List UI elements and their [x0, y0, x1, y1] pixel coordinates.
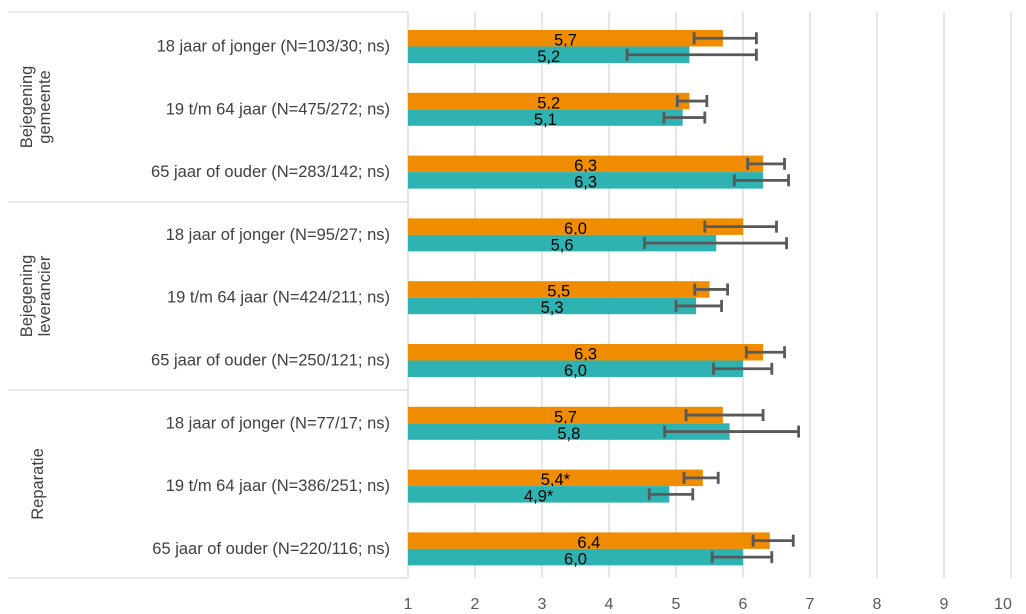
- group-label: Bejegeningleverancier: [18, 255, 54, 338]
- bar: [408, 532, 770, 549]
- category-label: 19 t/m 64 jaar (N=475/272; ns): [166, 100, 390, 118]
- group-label: Reparatie: [29, 448, 47, 520]
- data-label: 6,0: [564, 220, 587, 238]
- data-label: 5,1: [534, 111, 557, 129]
- group-label-line: gemeente: [36, 70, 54, 143]
- group-label-line: Reparatie: [29, 448, 47, 520]
- bar: [408, 281, 710, 298]
- bar: [408, 92, 690, 110]
- x-tick-label: 9: [940, 596, 949, 613]
- data-label: 6,0: [564, 550, 587, 568]
- category-label: 65 jaar of ouder (N=220/116; ns): [152, 540, 390, 558]
- category-label: 65 jaar of ouder (N=283/142; ns): [151, 163, 390, 181]
- bar: [408, 486, 670, 503]
- data-label: 6,3: [574, 157, 597, 175]
- data-label: 5,2: [537, 48, 560, 66]
- category-label: 18 jaar of jonger (N=77/17; ns): [166, 414, 390, 432]
- data-label: 5,4*: [541, 471, 571, 489]
- data-label: 5,2: [537, 94, 560, 112]
- bar: [408, 406, 723, 424]
- bar: [408, 172, 764, 189]
- bar: [408, 218, 743, 235]
- bar: [408, 46, 690, 63]
- group-label-line: Bejegening: [18, 255, 36, 338]
- group-label: Bejegeninggemeente: [18, 66, 54, 149]
- data-label: 6,3: [574, 174, 597, 192]
- bar: [408, 469, 703, 487]
- x-tick-label: 10: [994, 596, 1012, 613]
- bar: [408, 109, 683, 126]
- x-tick-label: 6: [739, 596, 748, 613]
- category-label: 18 jaar of jonger (N=103/30; ns): [157, 38, 390, 56]
- data-label: 6,4: [577, 534, 600, 552]
- data-label: 5,6: [551, 236, 574, 254]
- data-label: 5,7: [554, 408, 577, 426]
- category-label: 19 t/m 64 jaar (N=424/211; ns): [167, 289, 390, 307]
- bar: [408, 297, 697, 315]
- data-label: 6,0: [564, 362, 587, 380]
- bar: [408, 344, 764, 361]
- data-label: 5,8: [557, 425, 580, 443]
- x-tick-label: 3: [538, 596, 547, 613]
- data-label: 6,3: [574, 346, 597, 364]
- category-label: 65 jaar of ouder (N=250/121; ns): [151, 352, 390, 370]
- bar: [408, 423, 730, 440]
- bar: [408, 360, 743, 377]
- data-label: 5,7: [554, 32, 577, 50]
- data-label: 5,5: [547, 283, 570, 301]
- data-label: 5,3: [541, 299, 564, 317]
- x-tick-label: 5: [672, 596, 681, 613]
- group-label-line: leverancier: [36, 255, 54, 336]
- x-tick-label: 4: [605, 596, 614, 613]
- bar: [408, 234, 717, 252]
- bar: [408, 155, 764, 173]
- category-label: 18 jaar of jonger (N=95/27; ns): [166, 226, 390, 244]
- data-label: 4,9*: [524, 488, 554, 506]
- x-tick-label: 1: [404, 596, 413, 613]
- x-tick-label: 7: [806, 596, 815, 613]
- x-tick-label: 2: [471, 596, 480, 613]
- bar: [408, 30, 723, 47]
- category-label: 19 t/m 64 jaar (N=386/251; ns): [166, 477, 390, 495]
- x-tick-label: 8: [873, 596, 882, 613]
- bar: [408, 548, 743, 566]
- group-label-line: Bejegening: [18, 66, 36, 149]
